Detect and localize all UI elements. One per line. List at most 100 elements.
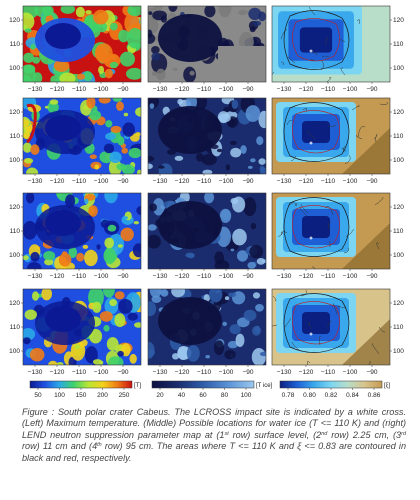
map-panel-r1-c2: −130 −120 −110 −100 −90 — [147, 5, 267, 93]
x-tick-label: −130 — [153, 178, 168, 185]
x-tick-label: −90 — [117, 273, 128, 280]
lend-contour — [292, 110, 340, 154]
map-panel-r2-c1: −130 −120 −110 −100 −90 120 110 100 — [9, 97, 142, 185]
x-tick-label: −120 — [175, 369, 190, 376]
map-image — [22, 5, 142, 83]
map-panel-r2-c2: −130 −120 −110 −100 −90 — [147, 97, 267, 185]
x-tick-label: −130 — [153, 86, 168, 93]
x-tick-label: −100 — [219, 178, 234, 185]
y-tick-label: 120 — [393, 17, 404, 24]
y-tick-label: 120 — [393, 109, 404, 116]
x-tick-label: −110 — [197, 178, 212, 185]
map-image — [147, 288, 267, 366]
x-tick-label: −120 — [299, 178, 314, 185]
x-tick-label: −90 — [117, 178, 128, 185]
colorbar-3: 0.78 0.80 0.82 0.84 0.86[ξ] — [279, 380, 390, 399]
map-panel-r1-c1: −130 −120 −110 −100 −90 120 110 100 — [9, 5, 142, 93]
x-tick-label: −100 — [94, 369, 109, 376]
x-tick-label: −90 — [242, 178, 253, 185]
x-tick-label: −90 — [242, 369, 253, 376]
x-tick-label: −110 — [72, 178, 87, 185]
x-tick-label: −90 — [366, 369, 377, 376]
x-tick-label: −100 — [94, 86, 109, 93]
colorbar-tick-label: 250 — [119, 392, 130, 399]
panel-grid: −130 −120 −110 −100 −90 120 110 100 −130 −120 −110… — [9, 5, 404, 376]
x-tick-label: −130 — [28, 86, 43, 93]
x-tick-label: −130 — [28, 369, 43, 376]
colorbar-tick-label: 100 — [54, 392, 65, 399]
colorbar-tick-label: 0.86 — [368, 392, 381, 399]
map-image — [22, 288, 142, 366]
x-tick-label: −110 — [72, 86, 87, 93]
map-panel-r3-c2: −130 −120 −110 −100 −90 — [147, 192, 267, 280]
y-tick-label: 120 — [9, 300, 20, 307]
colorbar-tick-label: 200 — [97, 392, 108, 399]
x-tick-label: −100 — [219, 86, 234, 93]
y-tick-label: 100 — [9, 157, 20, 164]
y-tick-label: 100 — [9, 252, 20, 259]
x-tick-label: −110 — [72, 273, 87, 280]
lend-contour — [292, 301, 340, 345]
colorbar-unit-label: [ξ] — [384, 383, 390, 389]
x-tick-label: −100 — [343, 86, 358, 93]
x-tick-label: −110 — [197, 86, 212, 93]
y-tick-label: 100 — [393, 157, 404, 164]
x-tick-label: −100 — [343, 178, 358, 185]
impact-site-cross-icon — [309, 332, 313, 336]
y-tick-label: 110 — [393, 41, 404, 48]
colorbar-tick-label: 80 — [221, 392, 229, 399]
map-image — [271, 5, 391, 83]
map-panel-r4-c1: −130 −120 −110 −100 −90 120 110 100 — [9, 288, 142, 376]
x-tick-label: −100 — [94, 178, 109, 185]
x-tick-label: −90 — [366, 273, 377, 280]
x-tick-label: −130 — [277, 86, 292, 93]
x-tick-label: −90 — [366, 178, 377, 185]
colorbar-gradient — [29, 380, 133, 389]
map-panel-r4-c3: −130 −120 −110 −100 −90 120 110 100 — [271, 288, 404, 376]
y-tick-label: 110 — [393, 133, 404, 140]
x-tick-label: −120 — [299, 273, 314, 280]
colorbar-tick-label: 20 — [156, 392, 164, 399]
x-tick-label: −120 — [299, 369, 314, 376]
x-tick-label: −110 — [197, 369, 212, 376]
x-tick-label: −110 — [321, 369, 336, 376]
map-panel-r3-c1: −130 −120 −110 −100 −90 120 110 100 — [9, 192, 142, 280]
temperature-contour — [283, 197, 350, 257]
colorbar-tick-label: 100 — [241, 392, 252, 399]
x-tick-label: −90 — [242, 273, 253, 280]
map-image — [22, 192, 142, 270]
x-tick-label: −100 — [343, 273, 358, 280]
x-tick-label: −100 — [94, 273, 109, 280]
x-tick-label: −110 — [197, 273, 212, 280]
colorbar-gradient — [151, 380, 255, 389]
y-tick-label: 120 — [9, 204, 20, 211]
y-tick-label: 110 — [10, 228, 21, 235]
colorbar-row: 50 100 150 200 250[T]20 40 60 80 100[T ice]0.78 0… — [29, 380, 390, 399]
temperature-contour — [283, 10, 350, 70]
map-image — [22, 97, 142, 175]
y-tick-label: 120 — [9, 17, 20, 24]
x-tick-label: −130 — [277, 178, 292, 185]
map-panel-r3-c3: −130 −120 −110 −100 −90 120 110 100 — [271, 192, 404, 280]
map-panel-r4-c2: −130 −120 −110 −100 −90 — [147, 288, 267, 376]
colorbar-1: 50 100 150 200 250 [T] — [29, 380, 141, 399]
figure-caption: Figure : South polar crater Cabeus. The … — [22, 407, 407, 463]
x-tick-label: −130 — [28, 178, 43, 185]
colorbar-2: 20 40 60 80 100 [T ice] — [151, 380, 273, 399]
y-tick-label: 100 — [393, 65, 404, 72]
colorbar-tick-label: 0.80 — [303, 392, 316, 399]
impact-site-cross-icon — [309, 141, 313, 145]
x-tick-label: −110 — [321, 273, 336, 280]
colorbar-tick-label: 0.78 — [282, 392, 295, 399]
x-tick-label: −130 — [277, 369, 292, 376]
y-tick-label: 100 — [393, 348, 404, 355]
x-tick-label: −120 — [50, 178, 65, 185]
x-tick-label: −90 — [242, 86, 253, 93]
x-tick-label: −110 — [321, 178, 336, 185]
caption-label: Figure : — [22, 407, 55, 417]
x-tick-label: −120 — [50, 86, 65, 93]
y-tick-label: 110 — [10, 133, 21, 140]
y-tick-label: 110 — [10, 324, 21, 331]
x-tick-label: −130 — [153, 369, 168, 376]
colorbar-tick-label: 60 — [199, 392, 207, 399]
